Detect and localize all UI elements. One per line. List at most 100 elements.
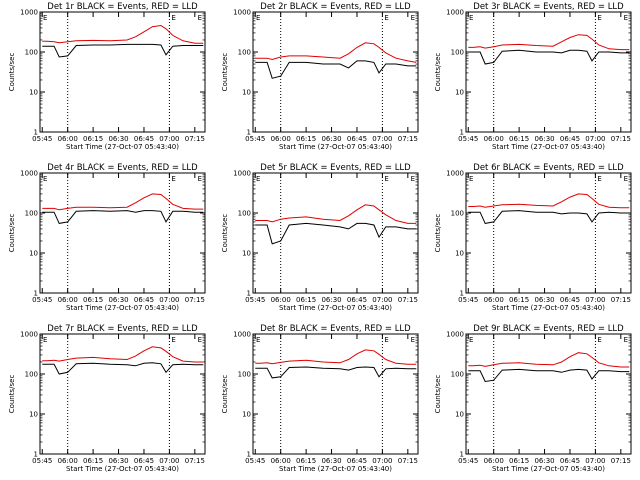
y-tick-label: 100 xyxy=(238,49,251,57)
marker-e-label: E xyxy=(171,175,175,183)
marker-e-label: E xyxy=(469,175,473,183)
x-tick-label: 06:45 xyxy=(560,457,580,465)
y-tick-label: 1 xyxy=(34,290,38,298)
x-tick-label: 06:15 xyxy=(296,135,316,143)
marker-e-label: E xyxy=(43,175,47,183)
x-tick-label: 06:45 xyxy=(347,457,367,465)
series-line-lld xyxy=(468,34,630,51)
x-tick-label: 07:15 xyxy=(611,135,631,143)
y-tick-label: 1 xyxy=(247,129,251,137)
y-tick-label: 10 xyxy=(455,411,464,419)
y-tick-label: 100 xyxy=(451,210,464,218)
y-axis-label: Counts/sec xyxy=(8,375,16,414)
chart-panel: Det 5r BLACK = Events, RED = LLD 1 10 100 10… xyxy=(221,163,419,312)
y-tick-label: 100 xyxy=(451,371,464,379)
marker-e-label: E xyxy=(597,336,601,344)
x-tick-label: 05:45 xyxy=(32,457,52,465)
y-tick-label: 10 xyxy=(29,89,38,97)
series-line-events xyxy=(255,60,417,79)
y-tick-label: 10 xyxy=(455,250,464,258)
x-tick-label: 06:30 xyxy=(321,296,341,304)
x-tick-label: 05:45 xyxy=(245,296,265,304)
marker-e-label: E xyxy=(411,336,415,344)
x-tick-label: 07:15 xyxy=(398,457,418,465)
marker-e-label: E xyxy=(198,336,202,344)
chart-panel: Det 1r BLACK = Events, RED = LLD 1 10 100 10… xyxy=(8,2,206,151)
x-tick-label: 07:00 xyxy=(585,296,605,304)
marker-e-label: E xyxy=(171,336,175,344)
y-tick-label: 1 xyxy=(460,451,464,459)
y-tick-label: 1000 xyxy=(233,331,251,339)
plot-frame xyxy=(465,11,632,133)
chart-title: Det 7r BLACK = Events, RED = LLD xyxy=(47,324,198,334)
x-tick-label: 06:45 xyxy=(134,135,154,143)
y-axis-label: Counts/sec xyxy=(221,53,229,92)
plot-frame xyxy=(252,11,419,133)
series-line-lld xyxy=(255,349,417,365)
marker-e-label: E xyxy=(384,336,388,344)
y-tick-label: 10 xyxy=(455,89,464,97)
marker-e-label: E xyxy=(198,175,202,183)
chart-title: Det 2r BLACK = Events, RED = LLD xyxy=(260,2,411,12)
y-tick-label: 1 xyxy=(460,129,464,137)
marker-e-label: E xyxy=(256,14,260,22)
y-axis-label: Counts/sec xyxy=(221,214,229,253)
y-tick-label: 10 xyxy=(29,411,38,419)
series-line-lld xyxy=(468,193,630,209)
chart-panel: Det 6r BLACK = Events, RED = LLD 1 10 100 10… xyxy=(434,163,632,312)
x-tick-label: 06:45 xyxy=(134,457,154,465)
x-axis-label: Start Time (27-Oct-07 05:43:40) xyxy=(66,143,179,151)
x-axis-label: Start Time (27-Oct-07 05:43:40) xyxy=(279,143,392,151)
plot-frame xyxy=(465,172,632,294)
y-axis-label: Counts/sec xyxy=(8,53,16,92)
plot-frame xyxy=(465,333,632,455)
x-axis-label: Start Time (27-Oct-07 05:43:40) xyxy=(492,465,605,473)
y-tick-label: 100 xyxy=(238,210,251,218)
marker-e-label: E xyxy=(43,14,47,22)
y-tick-label: 1 xyxy=(247,290,251,298)
x-tick-label: 07:15 xyxy=(611,296,631,304)
y-tick-label: 10 xyxy=(29,250,38,258)
chart-title: Det 5r BLACK = Events, RED = LLD xyxy=(260,163,411,173)
x-tick-label: 06:15 xyxy=(509,457,529,465)
x-axis-label: Start Time (27-Oct-07 05:43:40) xyxy=(279,304,392,312)
series-line-lld xyxy=(42,24,204,44)
x-tick-label: 06:30 xyxy=(321,135,341,143)
chart-title: Det 9r BLACK = Events, RED = LLD xyxy=(473,324,624,334)
y-tick-label: 100 xyxy=(451,49,464,57)
x-axis-label: Start Time (27-Oct-07 05:43:40) xyxy=(66,465,179,473)
series-line-events xyxy=(42,43,204,58)
series-line-lld xyxy=(255,42,417,63)
x-tick-label: 06:15 xyxy=(83,135,103,143)
marker-e-label: E xyxy=(469,14,473,22)
x-tick-label: 07:15 xyxy=(185,135,205,143)
x-axis-label: Start Time (27-Oct-07 05:43:40) xyxy=(492,304,605,312)
x-tick-label: 05:45 xyxy=(458,135,478,143)
y-tick-label: 1 xyxy=(34,451,38,459)
x-axis-label: Start Time (27-Oct-07 05:43:40) xyxy=(492,143,605,151)
x-tick-label: 05:45 xyxy=(32,296,52,304)
chart-panel: Det 3r BLACK = Events, RED = LLD 1 10 100 10… xyxy=(434,2,632,151)
x-tick-label: 07:00 xyxy=(585,457,605,465)
marker-e-label: E xyxy=(597,175,601,183)
x-tick-label: 07:15 xyxy=(398,296,418,304)
y-tick-label: 10 xyxy=(242,89,251,97)
x-tick-label: 05:45 xyxy=(32,135,52,143)
y-axis-label: Counts/sec xyxy=(434,53,442,92)
y-tick-label: 1000 xyxy=(446,170,464,178)
x-tick-label: 07:00 xyxy=(159,135,179,143)
marker-e-label: E xyxy=(411,175,415,183)
x-tick-label: 06:00 xyxy=(58,296,78,304)
plot-frame xyxy=(39,333,206,455)
plot-frame xyxy=(252,333,419,455)
marker-e-label: E xyxy=(597,14,601,22)
x-tick-label: 06:00 xyxy=(271,135,291,143)
y-tick-label: 1 xyxy=(34,129,38,137)
x-axis-label: Start Time (27-Oct-07 05:43:40) xyxy=(66,304,179,312)
x-tick-label: 07:00 xyxy=(372,296,392,304)
y-tick-label: 10 xyxy=(242,250,251,258)
x-tick-label: 05:45 xyxy=(245,135,265,143)
y-tick-label: 1000 xyxy=(446,9,464,17)
x-tick-label: 06:00 xyxy=(271,296,291,304)
